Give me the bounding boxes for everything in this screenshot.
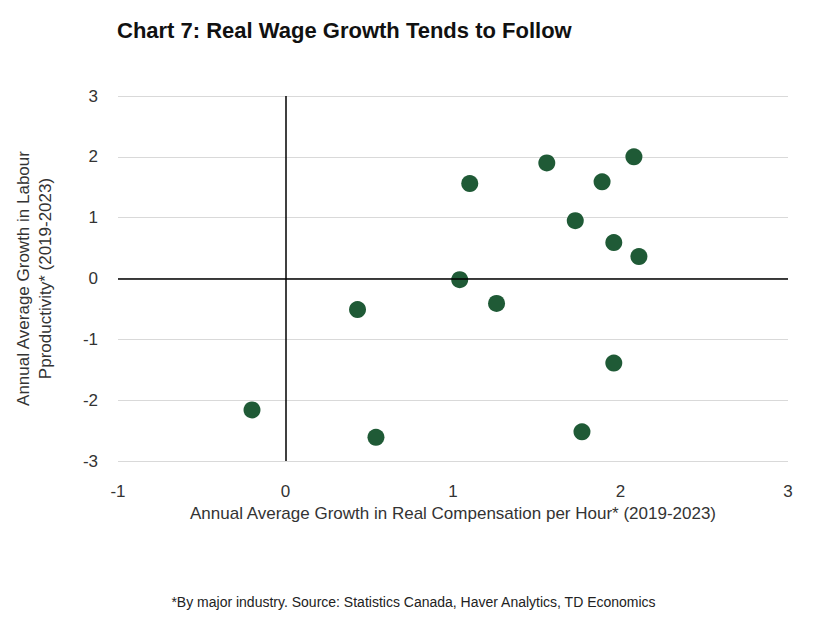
svg-text:2: 2 bbox=[89, 147, 98, 166]
svg-text:-2: -2 bbox=[83, 391, 98, 410]
svg-text:0: 0 bbox=[281, 482, 290, 501]
svg-text:-3: -3 bbox=[83, 452, 98, 471]
svg-text:Pproductivity* (2019-2023): Pproductivity* (2019-2023) bbox=[36, 178, 55, 379]
svg-text:*By major industry. Source: St: *By major industry. Source: Statistics C… bbox=[171, 594, 655, 610]
svg-text:1: 1 bbox=[448, 482, 457, 501]
svg-text:1: 1 bbox=[89, 208, 98, 227]
svg-text:Chart 7: Real Wage Growth Tend: Chart 7: Real Wage Growth Tends to Follo… bbox=[117, 18, 573, 43]
svg-text:3: 3 bbox=[89, 87, 98, 106]
svg-text:2: 2 bbox=[616, 482, 625, 501]
svg-text:-1: -1 bbox=[110, 482, 125, 501]
svg-text:0: 0 bbox=[89, 269, 98, 288]
svg-text:Annual Average Growth in Labou: Annual Average Growth in Labour bbox=[14, 151, 33, 406]
svg-text:-1: -1 bbox=[83, 330, 98, 349]
svg-text:Annual Average Growth in Real: Annual Average Growth in Real Compensati… bbox=[190, 504, 716, 523]
svg-text:3: 3 bbox=[783, 482, 792, 501]
